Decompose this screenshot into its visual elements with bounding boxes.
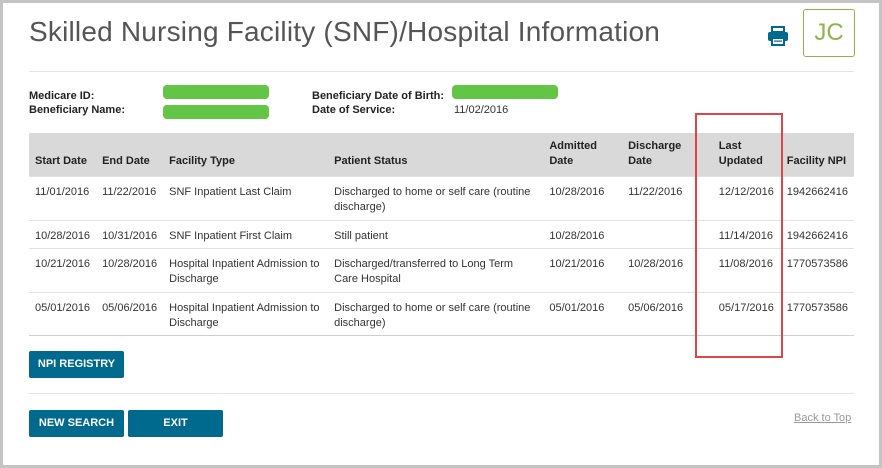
cell-facility-npi: 1770573586 (780, 247, 854, 292)
cell-admitted-date: 10/21/2016 (543, 247, 623, 292)
npi-registry-button[interactable]: NPI REGISTRY (29, 351, 124, 378)
cell-end-date: 10/28/2016 (96, 247, 164, 292)
cell-facility-type: SNF Inpatient Last Claim (163, 175, 329, 220)
dob-label: Beneficiary Date of Birth: (312, 90, 445, 102)
cell-end-date: 11/22/2016 (96, 175, 164, 220)
date-of-service-label: Date of Service: (312, 104, 396, 116)
footer-divider (29, 393, 854, 394)
cell-discharge-date: 10/28/2016 (622, 247, 705, 292)
cell-patient-status: Discharged/transferred to Long Term Care… (328, 247, 544, 292)
cell-start-date: 10/28/2016 (29, 219, 97, 248)
avatar[interactable]: JC (803, 9, 855, 57)
cell-facility-npi: 1770573586 (780, 291, 854, 335)
page-title: Skilled Nursing Facility (SNF)/Hospital … (29, 16, 661, 47)
table-row: 05/01/2016 05/06/2016 Hospital Inpatient… (29, 291, 854, 335)
cell-discharge-date: 05/06/2016 (622, 291, 705, 335)
new-search-button[interactable]: NEW SEARCH (29, 410, 124, 437)
cell-last-updated: 05/17/2016 (704, 291, 781, 335)
cell-start-date: 11/01/2016 (29, 175, 97, 220)
last-updated-highlight (695, 113, 783, 358)
cell-start-date: 05/01/2016 (29, 291, 97, 335)
cell-end-date: 10/31/2016 (96, 219, 164, 248)
cell-patient-status: Still patient (328, 219, 544, 248)
cell-last-updated: 11/08/2016 (704, 247, 781, 292)
cell-last-updated: 12/12/2016 (704, 175, 781, 220)
back-to-top-link[interactable]: Back to Top (794, 412, 852, 424)
cell-admitted-date: 10/28/2016 (543, 219, 623, 248)
cell-discharge-date (622, 219, 705, 248)
cell-patient-status: Discharged to home or self care (routine… (328, 175, 544, 220)
header-end-date: End Date (102, 154, 150, 167)
table-row: 11/01/2016 11/22/2016 SNF Inpatient Last… (29, 175, 854, 220)
cell-last-updated: 11/14/2016 (704, 219, 781, 248)
cell-facility-npi: 1942662416 (780, 175, 854, 220)
header-start-date: Start Date (35, 154, 87, 167)
table-row: 10/28/2016 10/31/2016 SNF Inpatient Firs… (29, 219, 854, 248)
cell-facility-npi: 1942662416 (780, 219, 854, 248)
header-last-updated: Last Updated (718, 139, 763, 167)
print-icon[interactable] (767, 26, 789, 46)
exit-button[interactable]: EXIT (128, 410, 223, 437)
table-row: 10/21/2016 10/28/2016 Hospital Inpatient… (29, 247, 854, 292)
cell-facility-type: SNF Inpatient First Claim (163, 219, 329, 248)
cell-facility-type: Hospital Inpatient Admission to Discharg… (163, 291, 329, 335)
date-of-service-value: 11/02/2016 (454, 104, 509, 116)
cell-admitted-date: 10/28/2016 (543, 175, 623, 220)
medicare-id-redaction (163, 85, 269, 99)
dob-redaction (452, 85, 558, 99)
cell-end-date: 05/06/2016 (96, 291, 164, 335)
header-facility-npi: Facility NPI (786, 154, 847, 167)
cell-discharge-date: 11/22/2016 (622, 175, 705, 220)
medicare-id-label: Medicare ID: (29, 90, 95, 102)
cell-admitted-date: 05/01/2016 (543, 291, 623, 335)
beneficiary-name-redaction (163, 105, 269, 119)
table-header-row: Start Date End Date Facility Type Patien… (29, 133, 854, 176)
beneficiary-name-label: Beneficiary Name: (29, 104, 125, 116)
header-discharge-date: Discharge Date (628, 139, 682, 167)
header-patient-status: Patient Status (334, 154, 408, 167)
facility-table: Start Date End Date Facility Type Patien… (29, 133, 854, 336)
cell-start-date: 10/21/2016 (29, 247, 97, 292)
cell-facility-type: Hospital Inpatient Admission to Discharg… (163, 247, 329, 292)
header-divider (29, 71, 854, 72)
cell-patient-status: Discharged to home or self care (routine… (328, 291, 544, 335)
header-admitted-date: Admitted Date (549, 139, 598, 167)
header-facility-type: Facility Type (169, 154, 235, 167)
